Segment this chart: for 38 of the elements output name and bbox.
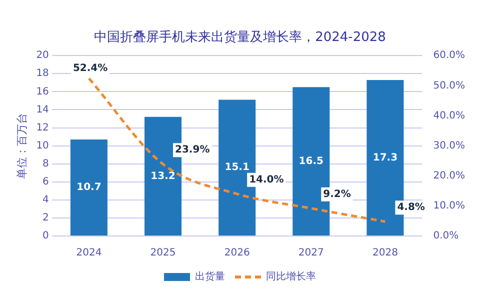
- data-label: 52.4%: [72, 63, 108, 74]
- y2-tick-label: 40.0%: [433, 110, 466, 122]
- y2-tick-label: 10.0%: [433, 200, 466, 212]
- y2-tick-label: 20.0%: [433, 170, 466, 182]
- data-label: 15.1: [224, 162, 250, 174]
- x-tick-label: 2026: [224, 248, 250, 259]
- y2-tick-label: 60.0%: [433, 50, 466, 62]
- y-tick-label: 0: [42, 230, 49, 242]
- x-tick-label: 2028: [372, 248, 398, 259]
- y-tick-label: 14: [36, 104, 49, 116]
- data-label: 23.9%: [175, 144, 210, 156]
- x-tick-label: 2025: [150, 248, 176, 259]
- x-tick-label: 2024: [76, 248, 102, 259]
- y-tick-label: 4: [42, 194, 49, 206]
- data-label: 16.5: [298, 156, 324, 167]
- chart-title: 中国折叠屏手机未来出货量及增长率，2024-2028: [94, 29, 386, 46]
- y-tick-label: 8: [42, 158, 49, 170]
- y-tick-label: 18: [36, 68, 49, 80]
- data-label: 13.2: [150, 170, 176, 182]
- data-label: 4.8%: [397, 202, 425, 214]
- legend-label: 同比增长率: [266, 270, 316, 283]
- data-label: 14.0%: [249, 174, 284, 186]
- data-label: 10.7: [76, 182, 102, 194]
- y-tick-label: 2: [42, 212, 49, 224]
- bar: [70, 139, 108, 236]
- y-tick-label: 16: [36, 86, 49, 98]
- y-tick-label: 10: [36, 140, 49, 152]
- legend-label: 出货量: [195, 270, 225, 283]
- y-tick-label: 12: [36, 122, 49, 134]
- y2-tick-label: 0.0%: [433, 230, 459, 242]
- data-label: 9.2%: [323, 188, 351, 200]
- y-axis-title: 单位：百万台: [15, 112, 28, 179]
- data-label: 17.3: [372, 152, 398, 164]
- y-tick-label: 20: [36, 50, 49, 62]
- y-tick-label: 6: [42, 176, 49, 188]
- y2-tick-label: 50.0%: [433, 80, 466, 92]
- y2-tick-label: 30.0%: [433, 140, 466, 152]
- x-tick-label: 2027: [298, 248, 324, 259]
